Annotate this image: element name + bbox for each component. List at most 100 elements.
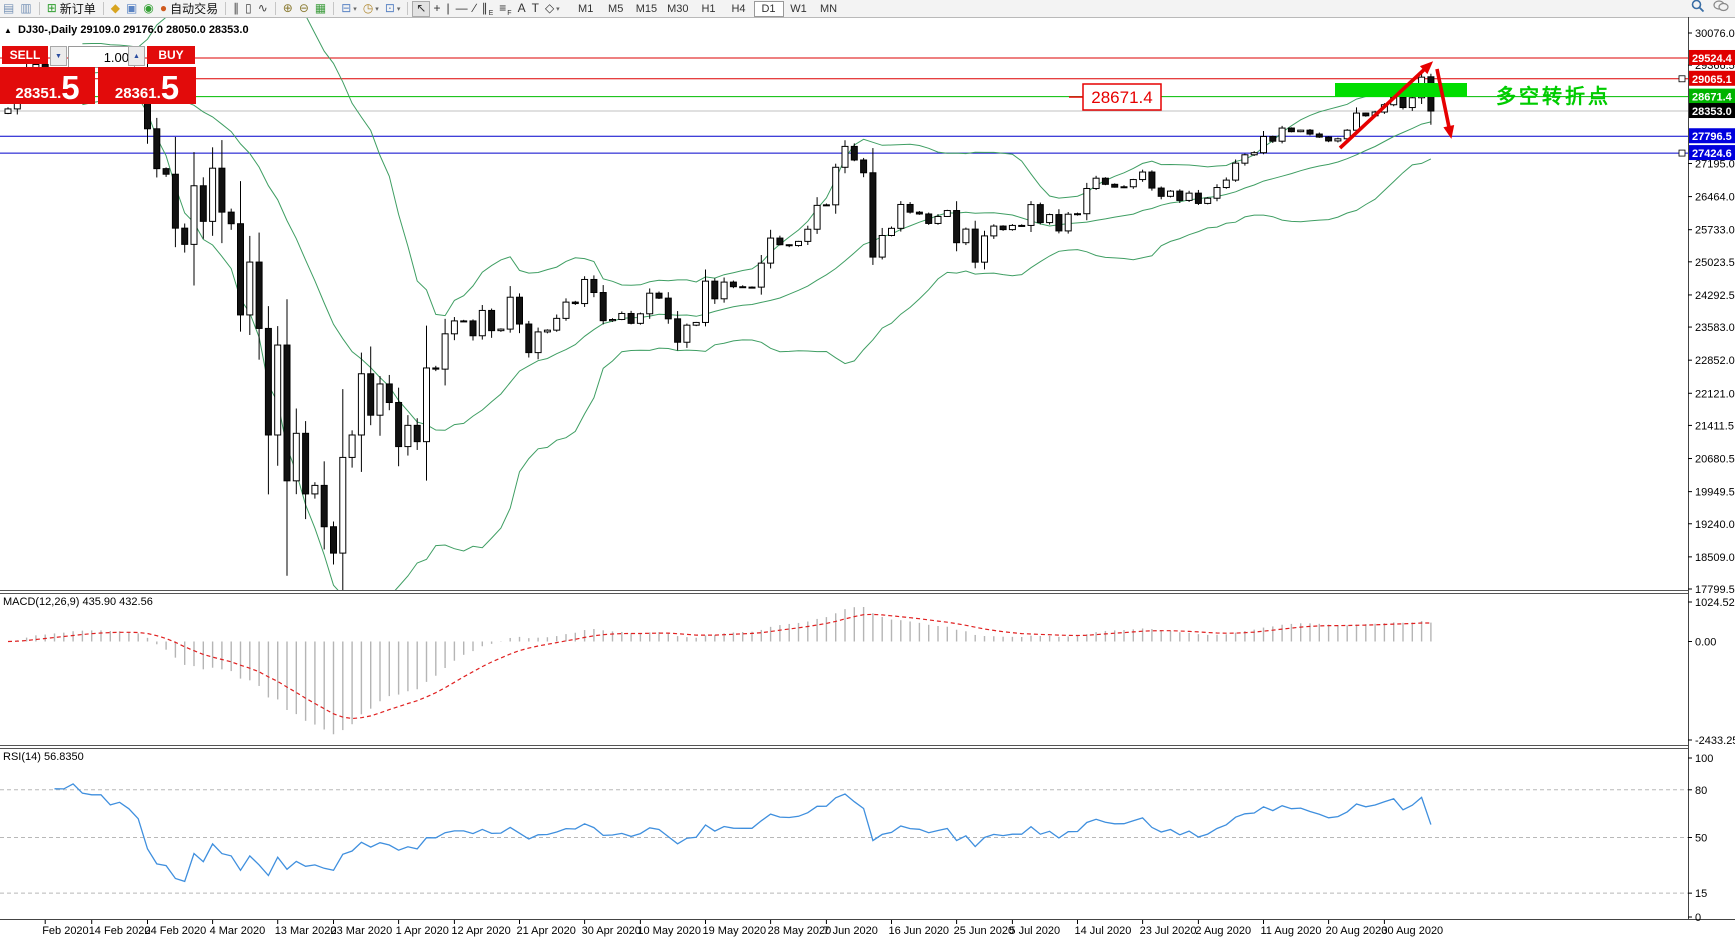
line-chart-icon[interactable]: ∿ xyxy=(257,1,268,15)
zoom-out-icon[interactable]: ⊖ xyxy=(298,1,309,15)
svg-text:14 Feb 2020: 14 Feb 2020 xyxy=(89,925,151,937)
signals-icon[interactable]: ◉ xyxy=(143,1,154,15)
equidistant-channel-icon[interactable]: ∥ E xyxy=(481,1,494,17)
svg-text:28353.0: 28353.0 xyxy=(1692,106,1732,118)
text-icon[interactable]: A xyxy=(517,1,526,15)
shapes-icon[interactable]: ◇ ▾ xyxy=(544,1,560,15)
horizontal-price-lines[interactable] xyxy=(0,57,1688,154)
buy-price-fraction: 5 xyxy=(160,69,180,106)
svg-text:12 Apr 2020: 12 Apr 2020 xyxy=(451,925,510,937)
toolbar-separator xyxy=(102,2,104,15)
metaeditor-icon[interactable]: ◆ xyxy=(110,1,120,15)
svg-text:11 Aug 2020: 11 Aug 2020 xyxy=(1261,925,1322,937)
lot-size-input[interactable] xyxy=(68,46,135,68)
template-icon[interactable]: ⊡ ▾ xyxy=(384,1,401,15)
price-callout-box xyxy=(1082,83,1162,111)
svg-text:5 Jul 2020: 5 Jul 2020 xyxy=(1009,925,1060,937)
candlestick-chart-icon[interactable]: ▯ xyxy=(245,1,252,15)
buy-button[interactable]: BUY xyxy=(147,46,195,64)
svg-text:28671.4: 28671.4 xyxy=(1692,92,1733,104)
svg-text:27195.0: 27195.0 xyxy=(1695,158,1735,170)
search-icon[interactable] xyxy=(1691,0,1705,18)
svg-text:2 Aug 2020: 2 Aug 2020 xyxy=(1195,925,1251,937)
timeframe-M1[interactable]: M1 xyxy=(578,2,594,15)
svg-text:22121.0: 22121.0 xyxy=(1695,388,1735,400)
crosshair-icon[interactable]: + xyxy=(433,1,441,15)
timeframe-MN[interactable]: MN xyxy=(819,2,838,15)
svg-text:16 Jun 2020: 16 Jun 2020 xyxy=(889,925,950,937)
sell-price-display[interactable]: 28351. 5 xyxy=(0,67,95,104)
fibonacci-icon[interactable]: ≡ F xyxy=(499,1,512,17)
toolbar-separator xyxy=(225,2,227,15)
svg-text:7 Jun 2020: 7 Jun 2020 xyxy=(823,925,877,937)
zoom-in-icon[interactable]: ⊕ xyxy=(282,1,293,15)
toolbar-separator xyxy=(274,2,276,15)
svg-text:23 Jul 2020: 23 Jul 2020 xyxy=(1140,925,1197,937)
svg-text:17799.5: 17799.5 xyxy=(1695,584,1735,596)
charts-list-icon[interactable]: ▤ xyxy=(3,1,15,15)
chart-symbol-period: DJ30-,Daily xyxy=(17,24,78,36)
new-chart-icon[interactable]: ⊟ ▾ xyxy=(341,1,357,15)
timeframe-bar: M1 M5 M15 M30 H1 H4 D1 W1 MN xyxy=(571,0,844,17)
toolbar-separator xyxy=(38,2,40,15)
text-label-icon[interactable]: T xyxy=(531,1,539,15)
svg-text:-2433.25: -2433.25 xyxy=(1695,735,1735,747)
horizontal-line-icon[interactable]: — xyxy=(455,1,468,15)
tile-windows-icon[interactable]: ▦ xyxy=(314,1,327,15)
svg-text:13 Mar 2020: 13 Mar 2020 xyxy=(275,925,337,937)
strategy-tester-icon[interactable]: ▥ xyxy=(20,1,32,15)
timeframe-M5[interactable]: M5 xyxy=(608,2,624,15)
chat-icon[interactable] xyxy=(1713,0,1729,18)
svg-text:23583.0: 23583.0 xyxy=(1695,322,1735,334)
timeframe-D1[interactable]: D1 xyxy=(753,0,784,17)
svg-text:1024.52: 1024.52 xyxy=(1695,597,1735,609)
svg-text:28671.4: 28671.4 xyxy=(1091,88,1152,107)
lot-decrease-button[interactable]: ▼ xyxy=(50,46,67,66)
sell-button[interactable]: SELL xyxy=(2,46,48,64)
svg-text:19949.5: 19949.5 xyxy=(1695,487,1735,499)
bar-chart-icon[interactable]: ∥ xyxy=(233,1,240,15)
chart-title: ▲ DJ30-,Daily 29109.0 29176.0 28050.0 28… xyxy=(4,24,249,36)
terminal-icon[interactable]: ▣ xyxy=(126,1,138,15)
top-toolbar: ▤ ▥ ⊞ 新订单 ◆ ▣ ◉ ● 自动交易 ∥ ▯ ∿ ⊕ ⊖ ▦ ⊟ ▾ ◷ ▾ ⊡ ▾ ↖ + | — ∕ ∥ E ≡ F A T ◇ ▾ … xyxy=(0,0,1735,18)
timeframe-W1[interactable]: W1 xyxy=(790,2,807,15)
vertical-line-icon[interactable]: | xyxy=(446,1,450,15)
autotrading-icon[interactable]: ● 自动交易 xyxy=(159,1,219,16)
svg-text:20680.5: 20680.5 xyxy=(1695,454,1735,466)
buy-price-dot: . xyxy=(156,85,161,102)
svg-text:29065.1: 29065.1 xyxy=(1692,74,1732,86)
svg-text:18509.0: 18509.0 xyxy=(1695,552,1735,564)
timeframe-H1[interactable]: H1 xyxy=(701,2,716,15)
timeframe-M15[interactable]: M15 xyxy=(635,2,658,15)
chart-drawings[interactable]: 28671.4 多空转折点 xyxy=(1069,61,1611,150)
svg-text:0: 0 xyxy=(1695,912,1701,924)
svg-text:29524.4: 29524.4 xyxy=(1692,53,1733,65)
svg-text:28 May 2020: 28 May 2020 xyxy=(768,925,832,937)
svg-text:27796.5: 27796.5 xyxy=(1692,131,1732,143)
trendline-icon[interactable]: ∕ xyxy=(473,1,476,15)
svg-text:10 May 2020: 10 May 2020 xyxy=(637,925,701,937)
cursor-icon[interactable]: ↖ xyxy=(412,0,431,17)
svg-text:30 Apr 2020: 30 Apr 2020 xyxy=(582,925,641,937)
buy-price-display[interactable]: 28361. 5 xyxy=(98,67,196,104)
svg-text:21 Apr 2020: 21 Apr 2020 xyxy=(517,925,576,937)
svg-text:1 Apr 2020: 1 Apr 2020 xyxy=(396,925,449,937)
toolbar-separator xyxy=(333,2,335,15)
svg-text:21411.5: 21411.5 xyxy=(1695,420,1734,432)
lot-increase-button[interactable]: ▲ xyxy=(128,46,145,66)
macd-indicator xyxy=(7,606,1432,735)
timeframe-H4[interactable]: H4 xyxy=(731,2,746,15)
rsi-indicator xyxy=(54,783,1432,883)
svg-text:24292.5: 24292.5 xyxy=(1695,290,1735,302)
toolbar-separator xyxy=(407,2,409,15)
new-order-icon[interactable]: ⊞ 新订单 xyxy=(46,1,96,16)
period-clock-icon[interactable]: ◷ ▾ xyxy=(362,1,379,15)
svg-text:0.00: 0.00 xyxy=(1695,637,1716,649)
symbol-marker-icon: ▲ xyxy=(4,26,12,35)
svg-text:50: 50 xyxy=(1695,833,1707,845)
toolbar-icon-groups: ▤ ▥ ⊞ 新订单 ◆ ▣ ◉ ● 自动交易 ∥ ▯ ∿ ⊕ ⊖ ▦ ⊟ ▾ ◷ ▾ ⊡ ▾ ↖ + | — ∕ ∥ E ≡ F A T ◇ ▾ xyxy=(0,0,563,17)
sell-price-main: 28351 xyxy=(15,85,58,102)
timeframe-M30[interactable]: M30 xyxy=(667,2,689,15)
